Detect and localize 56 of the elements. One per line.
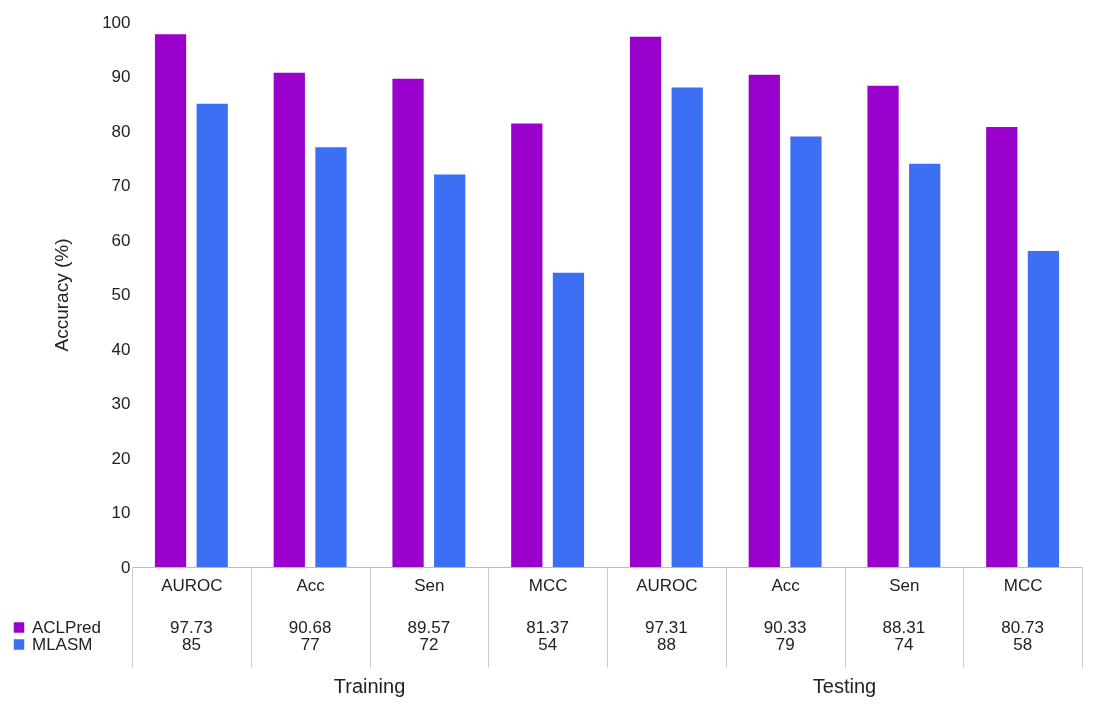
bar (434, 174, 466, 567)
data-label: 88 (656, 634, 676, 654)
data-label: 85 (181, 634, 201, 654)
x-tick-label: Acc (296, 575, 326, 595)
legend-label: MLASM (32, 634, 93, 654)
y-tick-label: 20 (111, 448, 131, 468)
bar (392, 78, 424, 567)
y-tick-label: 80 (111, 121, 131, 141)
data-label: 74 (894, 634, 914, 654)
data-label: 77 (300, 634, 320, 654)
bar (986, 127, 1018, 567)
data-label: 80.73 (1001, 617, 1044, 637)
data-label: 97.31 (645, 617, 688, 637)
x-tick-label: Acc (771, 575, 801, 595)
data-label: 72 (419, 634, 439, 654)
y-tick-label: 40 (111, 339, 131, 359)
bar (196, 103, 228, 567)
y-tick-label: 50 (111, 285, 131, 304)
bar (748, 74, 780, 567)
bar (790, 136, 822, 567)
data-label: 54 (538, 634, 558, 654)
text: Testing (812, 675, 877, 697)
y-tick-label: 10 (111, 503, 131, 522)
y-axis-title: Accuracy (%) (51, 238, 73, 352)
y-tick-label: 60 (111, 230, 131, 250)
bar (1027, 250, 1060, 567)
y-tick-label: 100 (102, 12, 131, 32)
data-label: 81.37 (526, 617, 569, 637)
data-label: 90.68 (288, 617, 332, 637)
text: Training (333, 675, 406, 697)
bar (315, 147, 347, 567)
bar (867, 85, 899, 567)
x-tick-label: MCC (528, 575, 568, 595)
bar (154, 34, 187, 567)
y-tick-label: 0 (121, 557, 131, 577)
x-tick-label: MCC (1003, 575, 1043, 595)
x-tick-label: Sen (414, 575, 445, 595)
x-tick-label: Sen (889, 575, 920, 595)
data-label: 79 (775, 634, 795, 654)
bar (629, 36, 662, 567)
x-tick-label: AUROC (636, 575, 698, 595)
y-tick-label: 90 (111, 67, 131, 86)
bar (671, 87, 703, 567)
y-tick-label: 70 (111, 176, 131, 195)
data-label: 89.57 (407, 617, 451, 637)
x-tick-label: AUROC (161, 575, 223, 595)
bar (909, 163, 941, 567)
y-tick-label: 30 (111, 394, 131, 413)
bar (511, 123, 543, 567)
data-label: 90.33 (763, 617, 807, 637)
data-label: 58 (1013, 634, 1033, 654)
bar (552, 272, 585, 567)
legend-label: ACLPred (32, 617, 101, 637)
bar (273, 72, 305, 567)
data-label: 88.31 (882, 617, 926, 637)
data-label: 97.73 (170, 617, 213, 637)
